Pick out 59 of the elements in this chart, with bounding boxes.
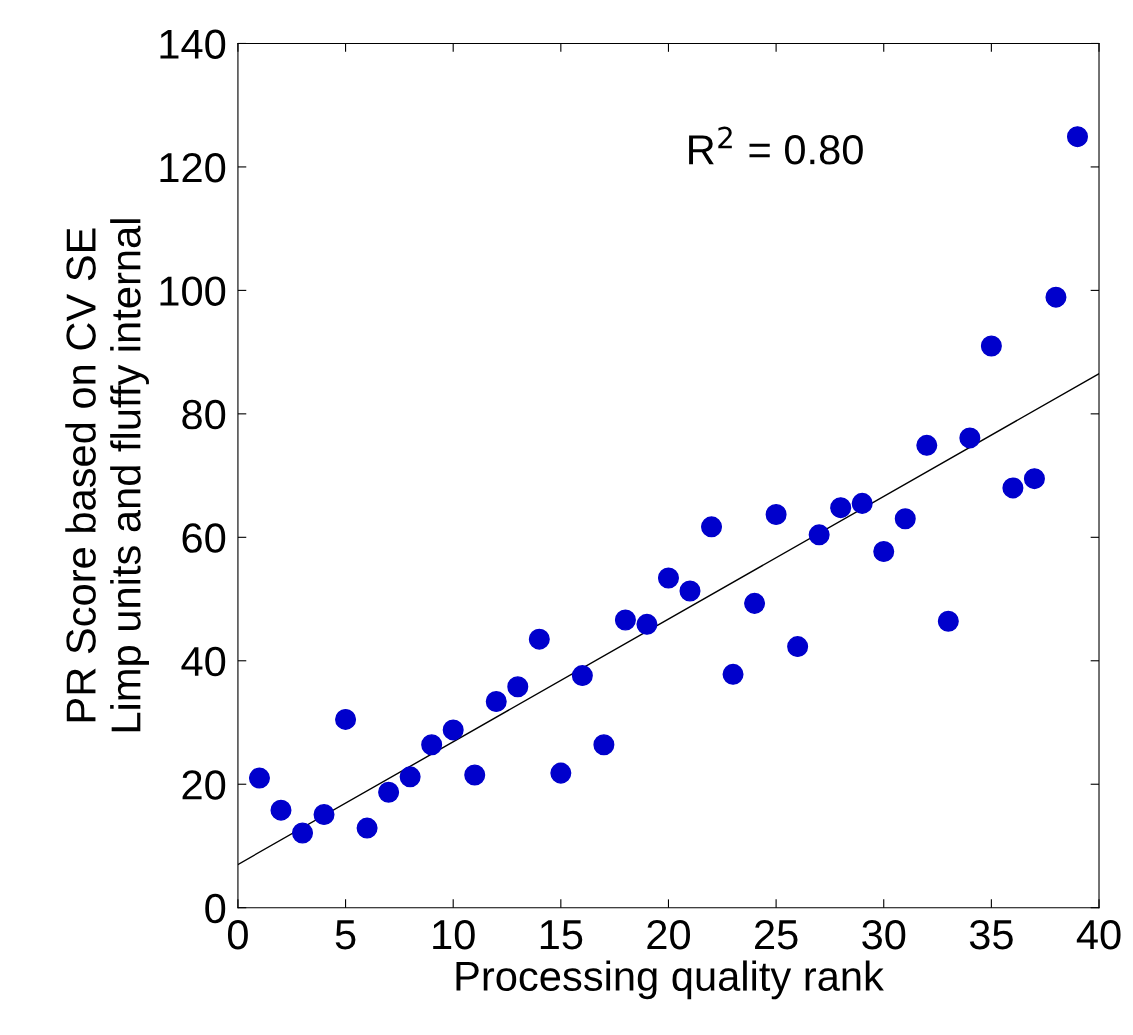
point — [937, 610, 959, 632]
point — [1023, 468, 1045, 490]
point — [701, 516, 723, 538]
x-tick-label: 5 — [335, 920, 356, 950]
point — [1066, 126, 1088, 148]
y-tick-label: 40 — [181, 646, 226, 677]
point — [980, 335, 1002, 357]
point — [722, 663, 744, 685]
point — [894, 508, 916, 530]
point — [959, 427, 981, 449]
point — [399, 766, 421, 788]
point — [378, 781, 400, 803]
point — [916, 434, 938, 456]
x-tick-label: 15 — [540, 920, 583, 950]
point — [421, 734, 443, 756]
annotation: R$^{2}$ = 0.80 — [689, 126, 863, 165]
y-tick-label: 140 — [160, 29, 226, 59]
point — [291, 822, 314, 844]
y-tick-label: 80 — [182, 399, 226, 430]
y-tick-label: 20 — [182, 770, 226, 800]
y-tick-label: 60 — [182, 523, 226, 553]
point — [248, 767, 270, 789]
point — [571, 665, 593, 687]
point — [442, 719, 464, 741]
x-tick-label: 35 — [969, 919, 1013, 950]
point — [657, 567, 679, 589]
point — [765, 503, 787, 525]
point — [550, 762, 572, 784]
point — [830, 497, 852, 519]
x-tick-label: 0 — [227, 919, 248, 950]
y-tick-label: 0 — [205, 893, 226, 924]
point — [335, 708, 357, 730]
point — [744, 592, 766, 614]
point — [873, 540, 895, 563]
point — [528, 628, 550, 650]
x-tick-label: 40 — [1076, 919, 1121, 950]
point — [313, 803, 335, 825]
point — [1002, 477, 1024, 499]
point — [787, 636, 809, 658]
y-tick-label: 100 — [160, 276, 226, 306]
x-tick-label: 20 — [647, 919, 691, 950]
x-tick-label: 25 — [755, 919, 798, 950]
y-tick-label: 120 — [160, 152, 226, 183]
point — [614, 609, 636, 631]
point — [851, 492, 873, 514]
x-tick-label: 30 — [862, 919, 906, 950]
x-tick-label: 10 — [433, 919, 475, 950]
point — [679, 580, 701, 602]
point — [1045, 286, 1067, 308]
point — [464, 764, 486, 786]
point — [636, 613, 658, 635]
point — [356, 817, 378, 839]
x-axis-title: Processing quality rank — [456, 960, 884, 1000]
y-axis-title: PR Score based on CV SE Limp units and fluffy internal — [65, 219, 149, 732]
point — [593, 734, 615, 756]
point — [270, 799, 292, 821]
point — [808, 524, 830, 546]
point — [485, 690, 507, 713]
point — [507, 676, 529, 698]
